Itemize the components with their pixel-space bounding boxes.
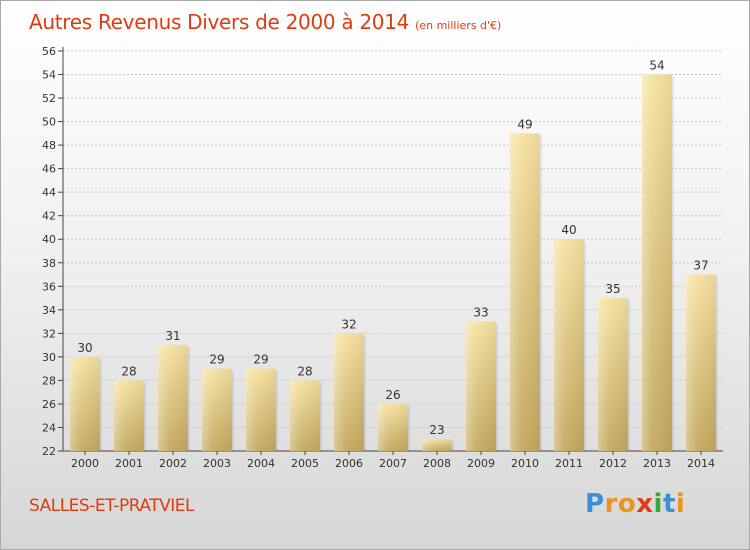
bar-highlight	[158, 345, 188, 451]
logo-letter: o	[617, 489, 637, 519]
bar-highlight	[334, 333, 364, 451]
data-label: 54	[649, 59, 664, 73]
bar-highlight	[114, 380, 144, 451]
x-tick-label: 2002	[159, 457, 187, 470]
logo-letter: i	[653, 489, 663, 519]
data-label: 37	[693, 259, 708, 273]
y-tick-label: 26	[42, 398, 56, 411]
x-tick-label: 2014	[687, 457, 715, 470]
x-tick-label: 2003	[203, 457, 231, 470]
proxiti-logo: Proxiti	[585, 489, 685, 519]
bar-highlight	[246, 368, 276, 451]
bar-highlight	[598, 298, 628, 451]
data-label: 26	[385, 388, 400, 402]
data-label: 32	[341, 317, 356, 331]
data-label: 31	[165, 329, 180, 343]
y-tick-label: 50	[42, 116, 56, 129]
bar-highlight	[202, 368, 232, 451]
y-tick-label: 24	[42, 421, 56, 434]
y-tick-label: 54	[42, 69, 56, 82]
y-tick-label: 42	[42, 210, 56, 223]
y-tick-label: 40	[42, 233, 56, 246]
x-tick-label: 2006	[335, 457, 363, 470]
y-tick-label: 30	[42, 351, 56, 364]
y-tick-label: 22	[42, 445, 56, 458]
bar-highlight	[70, 356, 100, 451]
x-tick-label: 2012	[599, 457, 627, 470]
y-tick-label: 28	[42, 374, 56, 387]
chart-title: Autres Revenus Divers de 2000 à 2014 (en …	[29, 10, 501, 34]
bar-highlight	[642, 74, 672, 451]
x-tick-label: 2008	[423, 457, 451, 470]
data-label: 23	[429, 423, 444, 437]
data-label: 30	[77, 341, 92, 355]
data-label: 49	[517, 117, 532, 131]
logo-letter: t	[662, 489, 676, 519]
logo-letter: P	[585, 489, 605, 519]
logo-letter: x	[636, 489, 654, 519]
y-tick-label: 34	[42, 304, 56, 317]
data-label: 28	[121, 364, 136, 378]
y-tick-label: 36	[42, 280, 56, 293]
data-label: 33	[473, 306, 488, 320]
x-tick-label: 2011	[555, 457, 583, 470]
x-tick-label: 2009	[467, 457, 495, 470]
bar-highlight	[510, 133, 540, 451]
bar-highlight	[554, 239, 584, 451]
x-tick-label: 2001	[115, 457, 143, 470]
logo-letter: r	[604, 489, 618, 519]
x-tick-label: 2000	[71, 457, 99, 470]
data-label: 28	[297, 364, 312, 378]
x-tick-label: 2010	[511, 457, 539, 470]
logo-letter: i	[675, 489, 686, 519]
bar-highlight	[686, 274, 716, 451]
chart-subtitle: (en milliers d'€)	[415, 19, 502, 32]
x-tick-label: 2007	[379, 457, 407, 470]
chart-title-text: Autres Revenus Divers de 2000 à 2014	[29, 10, 410, 34]
x-tick-label: 2005	[291, 457, 319, 470]
bar-highlight	[466, 321, 496, 451]
y-tick-label: 52	[42, 92, 56, 105]
data-label: 35	[605, 282, 620, 296]
x-tick-label: 2013	[643, 457, 671, 470]
bar-highlight	[378, 403, 408, 451]
y-tick-label: 44	[42, 186, 56, 199]
data-label: 29	[253, 353, 268, 367]
y-tick-label: 48	[42, 139, 56, 152]
bar-highlight	[290, 380, 320, 451]
bar-highlight	[422, 439, 452, 451]
data-label: 29	[209, 353, 224, 367]
y-tick-label: 32	[42, 327, 56, 340]
x-tick-label: 2004	[247, 457, 275, 470]
y-tick-label: 56	[42, 45, 56, 58]
y-tick-label: 38	[42, 257, 56, 270]
y-tick-label: 46	[42, 163, 56, 176]
commune-name: SALLES-ET-PRATVIEL	[29, 496, 194, 516]
data-label: 40	[561, 223, 576, 237]
